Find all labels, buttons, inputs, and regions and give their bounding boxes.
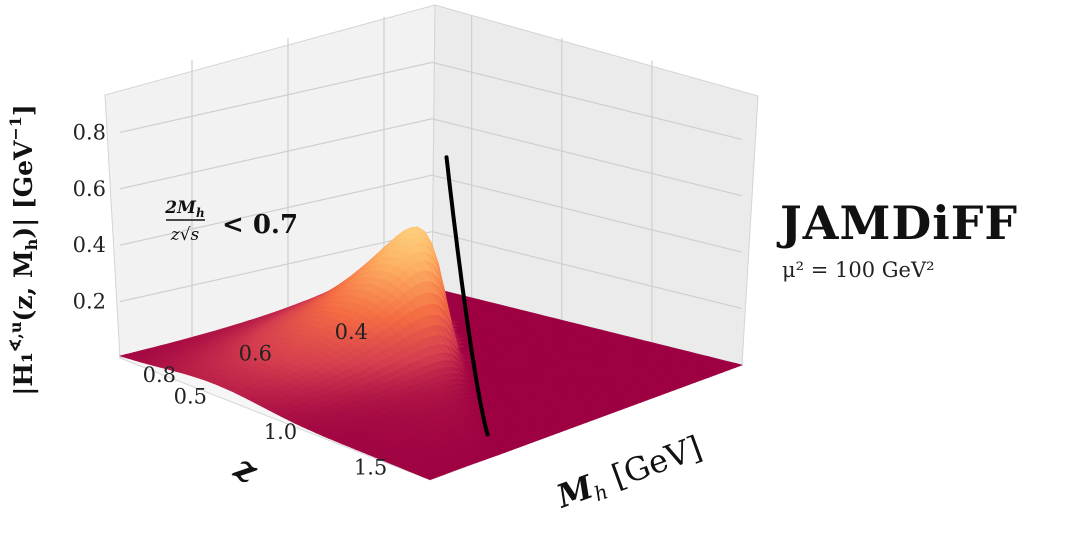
y-tick-label: 0.8: [143, 363, 176, 387]
kinematic-cut-line: [444, 155, 490, 437]
gridline-z: [119, 174, 743, 253]
cut-annotation-inequality: < 0.7: [222, 210, 298, 240]
z-tick-label: 0.4: [73, 233, 106, 257]
chart-subtitle: μ² = 100 GeV²: [782, 258, 935, 282]
x-axis-label: Mh [GeV]: [551, 428, 708, 519]
gridline-z: [119, 230, 743, 310]
x-tick-label: 0.5: [174, 385, 207, 409]
x-tick-label: 1.0: [264, 420, 297, 444]
gridline-z: [119, 118, 743, 197]
x-axis-label-text: Mh [GeV]: [551, 428, 708, 519]
gridlines: [119, 15, 743, 343]
z-axis-label: |H₁∢,u(z, Mh)| [GeV−1]: [6, 104, 41, 396]
y-axis-label: z: [227, 447, 264, 492]
y-axis-label-text: z: [227, 447, 264, 492]
surface: [118, 226, 744, 481]
gridline-z: [119, 61, 743, 140]
cut-annotation-denominator: z√s: [170, 225, 200, 245]
cut-annotation: 2Mh z√s < 0.7: [164, 198, 298, 245]
z-tick-label: 0.2: [73, 290, 106, 314]
back-panes: [104, 4, 759, 366]
y-tick-label: 0.4: [335, 320, 368, 344]
z-tick-label: 0.6: [73, 177, 106, 201]
cut-line-curve: [444, 155, 490, 437]
chart-title: JAMDiFF: [780, 196, 1019, 250]
z-axis-label-text: |H₁∢,u(z, Mh)| [GeV−1]: [6, 104, 41, 396]
y-tick-label: 0.6: [239, 341, 272, 365]
z-tick-label: 0.8: [73, 120, 106, 144]
x-tick-label: 1.5: [354, 456, 387, 480]
tick-labels: 0.20.40.60.80.40.60.80.51.01.5: [73, 120, 388, 479]
cut-annotation-numerator: 2Mh: [164, 198, 204, 220]
surface-facet: [422, 474, 438, 481]
